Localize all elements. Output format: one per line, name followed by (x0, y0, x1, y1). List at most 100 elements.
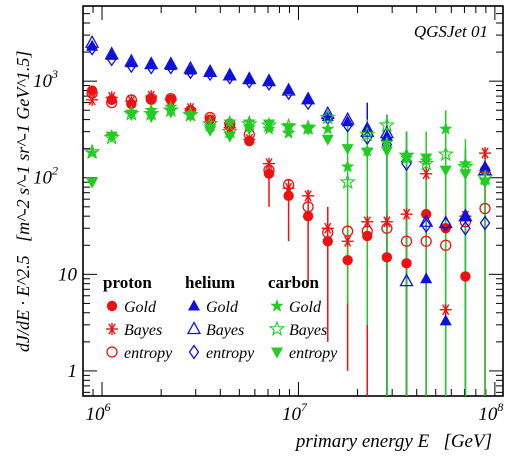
point-carbon-bayes (437, 145, 454, 162)
plot-frame (82, 5, 504, 397)
point-carbon-entropy (145, 112, 158, 124)
point-helium-gold (223, 68, 236, 80)
x-axis-label: primary energy E [GeV] (294, 431, 492, 452)
point-proton-gold (460, 271, 471, 282)
legend-label-helium-gold: Gold (206, 299, 239, 316)
point-carbon-entropy (262, 119, 275, 131)
point-carbon-gold (164, 100, 178, 113)
point-helium-gold (164, 59, 177, 71)
point-carbon-gold (458, 156, 473, 170)
point-helium-entropy (302, 94, 314, 111)
point-carbon-gold (341, 159, 355, 173)
point-helium-entropy (263, 75, 275, 91)
point-proton-gold (440, 223, 451, 234)
legend-marker-proton-entropy (106, 346, 118, 358)
point-carbon-entropy (125, 110, 138, 122)
y-tick-label: 10 (58, 264, 78, 285)
point-carbon-entropy (184, 111, 197, 123)
legend-marker-carbon-entropy (271, 347, 283, 359)
legend: proton Gold Bayes entropy helium Gold Bayes ent… (103, 273, 338, 362)
point-proton-gold (401, 258, 412, 269)
point-carbon-gold (85, 146, 99, 159)
point-proton-bayes (400, 208, 413, 221)
legend-header-proton: proton (103, 273, 152, 292)
point-proton-gold (342, 255, 353, 266)
point-proton-bayes (341, 235, 354, 248)
point-proton-gold (86, 85, 98, 96)
point-carbon-entropy (282, 123, 295, 135)
legend-marker-helium-entropy (188, 344, 200, 360)
point-helium-entropy (440, 216, 452, 232)
point-proton-entropy (302, 201, 314, 213)
point-carbon-entropy (321, 134, 334, 146)
point-carbon-entropy (380, 146, 393, 158)
x-tick-label: 107 (282, 400, 308, 425)
point-carbon-entropy (361, 147, 374, 159)
point-proton-bayes (479, 147, 492, 160)
point-proton-entropy (106, 96, 118, 109)
point-carbon-entropy (164, 107, 177, 119)
point-carbon-entropy (223, 131, 236, 143)
point-proton-entropy (322, 227, 334, 239)
point-proton-gold (302, 210, 314, 222)
legend-label-carbon-entropy: entropy (289, 345, 338, 362)
point-helium-entropy (126, 57, 137, 74)
legend-label-carbon-gold: Gold (289, 299, 322, 316)
legend-marker-proton-gold (106, 300, 118, 312)
point-helium-entropy (204, 65, 216, 82)
point-helium-entropy (145, 59, 157, 75)
point-helium-gold (204, 65, 217, 77)
point-helium-bayes (419, 213, 434, 227)
point-proton-bayes (420, 167, 433, 180)
point-carbon-gold (380, 135, 394, 149)
chart-title: QGSJet 01 (414, 22, 488, 41)
point-proton-entropy (263, 164, 275, 176)
point-helium-bayes (124, 53, 139, 67)
y-tick-label: 103 (33, 67, 58, 92)
point-helium-gold (262, 74, 275, 86)
point-helium-gold (86, 39, 99, 51)
y-tick-label: 1 (68, 361, 78, 382)
point-proton-bayes (302, 189, 315, 202)
point-carbon-entropy (86, 177, 99, 189)
point-proton-gold (322, 236, 333, 247)
legend-header-carbon: carbon (268, 273, 320, 292)
point-carbon-gold (439, 122, 453, 135)
legend-marker-proton-bayes (106, 323, 118, 335)
point-carbon-entropy (400, 153, 413, 165)
point-carbon-gold (144, 103, 158, 116)
point-carbon-gold (242, 114, 256, 128)
legend-header-helium: helium (185, 273, 235, 292)
legend-label-helium-entropy: entropy (206, 345, 255, 362)
legend-marker-carbon-gold (270, 299, 284, 312)
legend-label-proton-gold: Gold (124, 299, 157, 316)
point-helium-bayes (104, 46, 119, 60)
point-helium-bayes (84, 34, 100, 48)
point-carbon-bayes (83, 143, 101, 159)
point-carbon-entropy (420, 153, 433, 165)
point-carbon-entropy (341, 144, 354, 156)
point-carbon-bayes (417, 154, 435, 171)
point-carbon-entropy (459, 169, 472, 181)
point-helium-entropy (283, 85, 294, 101)
legend-marker-helium-bayes (186, 321, 202, 335)
point-proton-bayes (380, 215, 393, 228)
legend-marker-carbon-bayes (268, 320, 286, 336)
point-helium-gold (243, 72, 256, 84)
point-carbon-gold (321, 122, 335, 135)
point-carbon-entropy (439, 165, 452, 177)
point-helium-entropy (479, 215, 491, 231)
point-helium-gold (420, 272, 433, 284)
point-helium-gold (459, 209, 472, 221)
data-markers (83, 34, 494, 326)
point-carbon-gold (203, 119, 217, 133)
legend-label-carbon-bayes: Bayes (289, 322, 327, 339)
axis-ticks: 106 107 108 1 10 102 103 (33, 5, 503, 425)
point-proton-entropy (479, 202, 491, 215)
point-carbon-bayes (378, 116, 396, 133)
point-proton-entropy (440, 239, 452, 251)
point-helium-bayes (163, 56, 178, 70)
point-helium-entropy (224, 69, 236, 85)
point-proton-entropy (400, 235, 413, 247)
